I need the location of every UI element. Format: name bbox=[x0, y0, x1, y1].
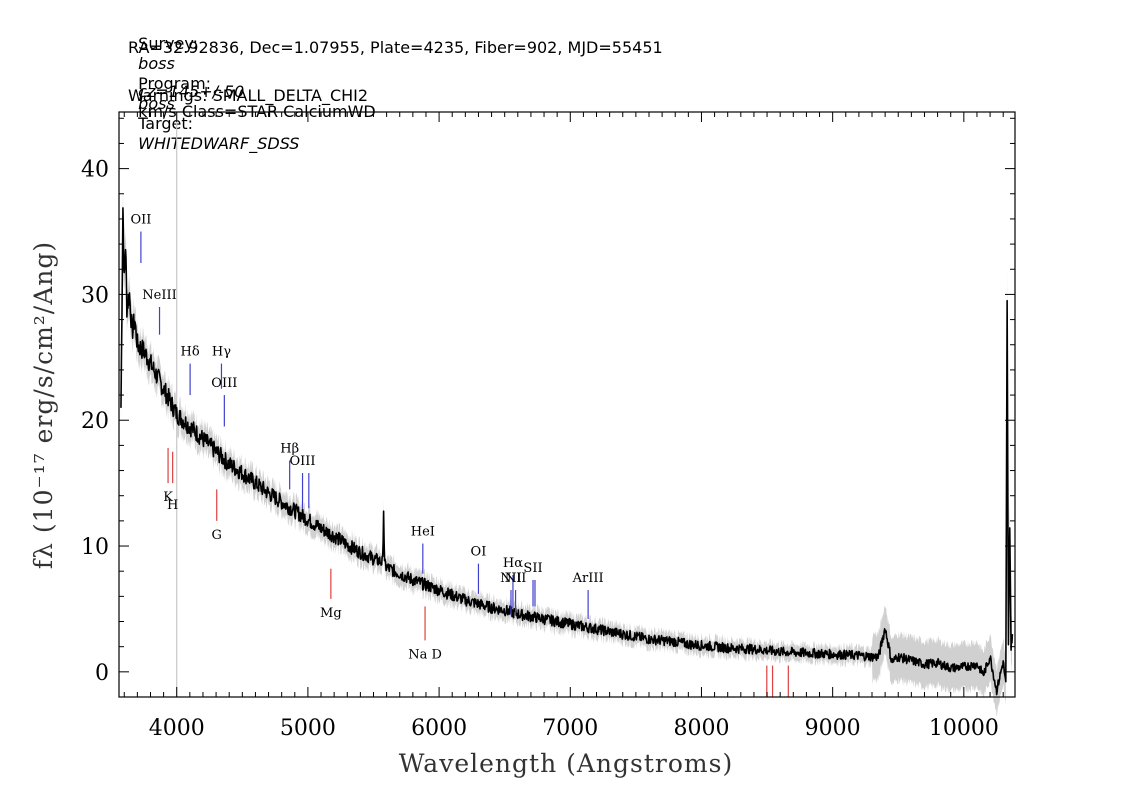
error-band bbox=[120, 188, 1012, 718]
x-tick-label-7000: 7000 bbox=[542, 716, 598, 741]
header-line-1: Survey: boss Program: boss Target: WHITE… bbox=[128, 14, 299, 154]
header-line-4: Warnings: SMALL_DELTA_CHI2 bbox=[128, 86, 369, 105]
emission-label-10: NII bbox=[500, 571, 522, 586]
x-tick-label-8000: 8000 bbox=[673, 716, 729, 741]
absorption-label-0: K bbox=[163, 490, 173, 505]
x-tick-label-10000: 10000 bbox=[929, 716, 999, 741]
x-tick-label-5000: 5000 bbox=[280, 716, 336, 741]
cz-value: cz=145+/-50 bbox=[138, 82, 245, 101]
target-value: WHITEDWARF_SDSS bbox=[138, 134, 300, 153]
x-axis-title: Wavelength (Angstroms) bbox=[399, 749, 733, 778]
emission-label-12: NII bbox=[505, 571, 527, 586]
x-tick-label-6000: 6000 bbox=[411, 716, 467, 741]
y-tick-label-30: 30 bbox=[81, 283, 109, 308]
emission-label-2: Hδ bbox=[181, 345, 200, 360]
y-tick-label-40: 40 bbox=[81, 158, 109, 183]
survey-value: boss bbox=[138, 54, 175, 73]
emission-label-0: OII bbox=[130, 213, 151, 228]
y-axis-title: fλ (10⁻¹⁷ erg/s/cm²/Ang) bbox=[29, 241, 58, 569]
x-tick-label-4000: 4000 bbox=[149, 716, 205, 741]
emission-label-13: SII bbox=[523, 561, 542, 576]
emission-label-5: Hβ bbox=[280, 441, 299, 456]
emission-label-8: HeI bbox=[411, 525, 435, 540]
emission-label-11: Hα bbox=[503, 556, 523, 571]
program-value: boss bbox=[138, 94, 175, 113]
absorption-label-1: H bbox=[167, 498, 178, 513]
emission-label-6: OIII bbox=[289, 454, 315, 469]
absorption-label-2: G bbox=[212, 528, 222, 543]
axes: 4000 5000 6000 7000 8000 9000 10000 0 10 20 30 40 bbox=[81, 112, 1015, 741]
emission-label-1: NeIII bbox=[142, 288, 176, 303]
emission-label-9: OI bbox=[471, 545, 487, 560]
y-tick-label-20: 20 bbox=[81, 409, 109, 434]
spectrum-line-0 bbox=[120, 207, 1014, 696]
emission-label-15: ArIII bbox=[572, 571, 604, 586]
survey-label: Survey: bbox=[138, 34, 199, 53]
target-label: Target: bbox=[138, 114, 194, 133]
emission-label-3: Hγ bbox=[212, 345, 231, 360]
y-tick-label-0: 0 bbox=[95, 661, 109, 686]
x-tick-label-9000: 9000 bbox=[805, 716, 861, 741]
plot-frame bbox=[118, 111, 1016, 698]
absorption-label-3: Mg bbox=[320, 606, 342, 621]
emission-label-4: OIII bbox=[211, 376, 237, 391]
program-label: Program: bbox=[138, 74, 212, 93]
absorption-label-4: Na D bbox=[408, 647, 442, 662]
header-line-2: RA=32.92836, Dec=1.07955, Plate=4235, Fi… bbox=[128, 38, 663, 57]
y-tick-label-10: 10 bbox=[81, 535, 109, 560]
